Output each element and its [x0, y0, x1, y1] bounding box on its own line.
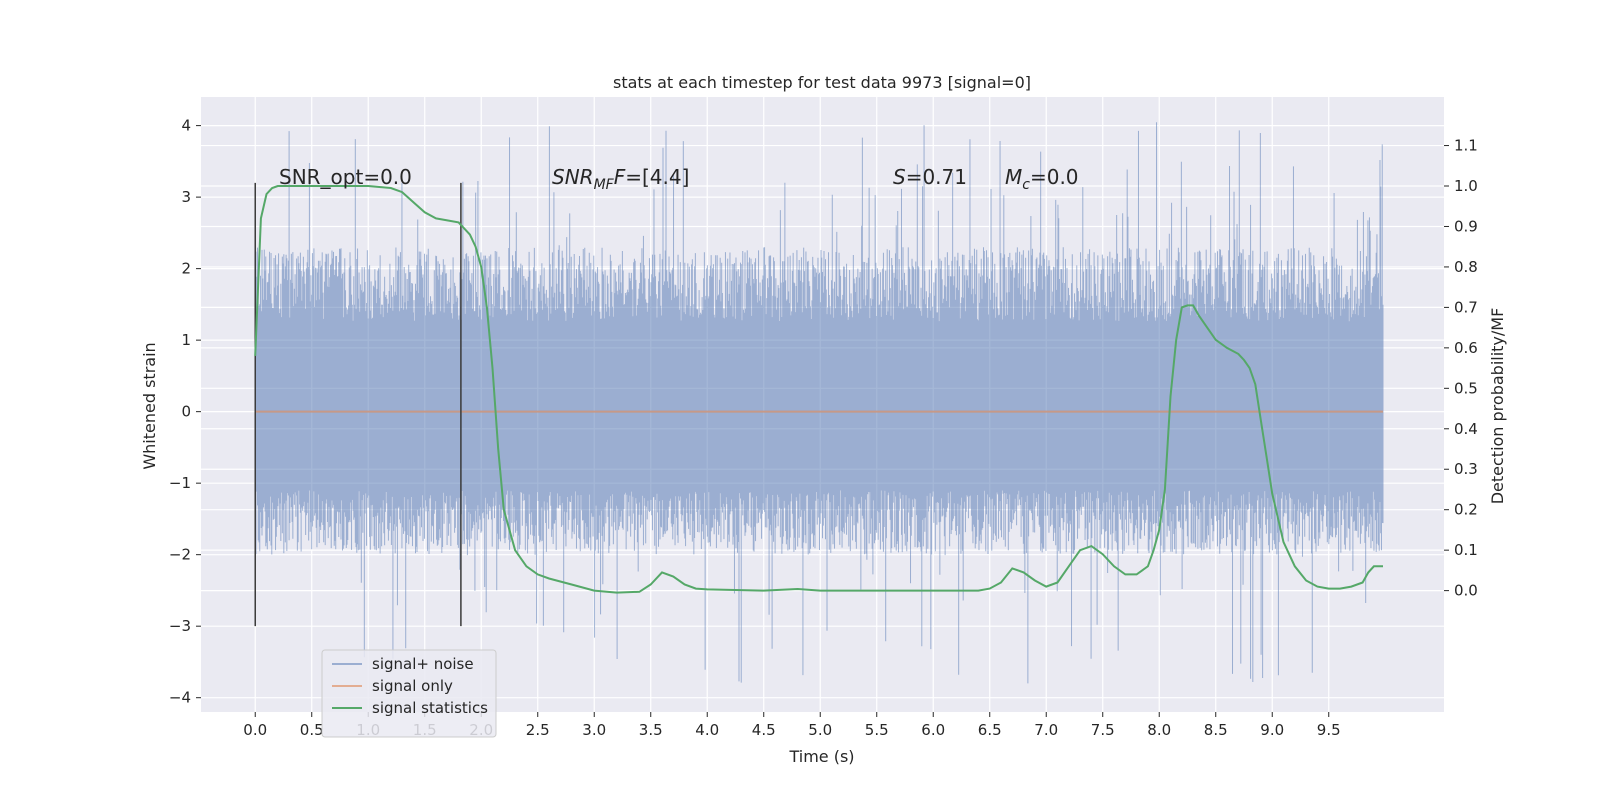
x-tick-label-0: 0.0 [243, 721, 267, 739]
y2-tick-label-0: 0.0 [1454, 582, 1478, 600]
y-tick-label-8: 4 [181, 117, 191, 135]
x-tick-label-10: 5.0 [808, 721, 832, 739]
x-tick-label-15: 7.5 [1091, 721, 1115, 739]
y-tick-label-3: −1 [169, 474, 191, 492]
legend-label-signal-noise: signal+ noise [372, 655, 474, 673]
y-tick-label-7: 3 [181, 188, 191, 206]
x-tick-label-18: 9.0 [1260, 721, 1284, 739]
y2-tick-label-8: 0.8 [1454, 258, 1478, 276]
annotation-snr-mf: SNRMFF=[4.4] [552, 165, 689, 193]
legend-label-signal-only: signal only [372, 677, 453, 695]
y-tick-label-6: 2 [181, 260, 191, 278]
annotation-s-prefix: S [893, 165, 906, 189]
legend: signal+ noise signal only signal statist… [321, 649, 497, 738]
chart-title: stats at each timestep for test data 997… [613, 73, 1031, 92]
vertical-markers [254, 182, 462, 627]
y2-tick-label-9: 0.9 [1454, 217, 1478, 235]
x-tick-label-19: 9.5 [1317, 721, 1341, 739]
x-tick-label-16: 8.0 [1147, 721, 1171, 739]
y2-tick-label-5: 0.5 [1454, 379, 1478, 397]
x-tick-label-8: 4.0 [695, 721, 719, 739]
annotation-snr-mf-sub: MF [594, 177, 615, 193]
x-tick-label-13: 6.5 [978, 721, 1002, 739]
x-tick-label-5: 2.5 [526, 721, 550, 739]
x-tick-label-12: 6.0 [921, 721, 945, 739]
y2-tick-label-6: 0.6 [1454, 339, 1478, 357]
y-tick-label-5: 1 [181, 331, 191, 349]
x-tick-label-6: 3.0 [582, 721, 606, 739]
legend-box [321, 649, 497, 738]
x-tick-label-17: 8.5 [1204, 721, 1228, 739]
y2-tick-label-7: 0.7 [1454, 298, 1478, 316]
annotation-s-suffix: =0.71 [906, 165, 967, 189]
annotation-mc-suffix: =0.0 [1030, 165, 1079, 189]
y2-tick-label-4: 0.4 [1454, 420, 1478, 438]
x-tick-label-14: 7.0 [1034, 721, 1058, 739]
y-tick-label-0: −4 [169, 689, 191, 707]
annotation-mc: Mc=0.0 [1005, 165, 1079, 193]
y-tick-label-2: −2 [169, 546, 191, 564]
annotation-snr-opt: SNR_opt=0.0 [279, 165, 412, 189]
y-tick-labels: −4 −3 −2 −1 0 1 2 3 4 [169, 117, 201, 707]
annotation-snr-mf-prefix: SNR [552, 165, 594, 189]
annotation-snr-mf-f: F [614, 165, 626, 189]
annotation-mc-prefix: M [1005, 165, 1022, 189]
annotation-snr-mf-suffix: =[4.4] [625, 165, 689, 189]
x-tick-label-9: 4.5 [752, 721, 776, 739]
signal-statistics-line [254, 185, 1383, 594]
y-tick-label-1: −3 [169, 617, 191, 635]
y2-tick-label-11: 1.1 [1454, 137, 1478, 155]
y2-tick-label-10: 1.0 [1454, 177, 1478, 195]
x-tick-label-7: 3.5 [639, 721, 663, 739]
annotation-s: S=0.71 [893, 165, 967, 189]
y2-tick-label-1: 0.1 [1454, 541, 1478, 559]
y2-tick-label-2: 0.2 [1454, 501, 1478, 519]
x-axis-title: Time (s) [788, 747, 854, 766]
annotation-mc-sub: c [1022, 177, 1030, 193]
legend-label-signal-statistics: signal statistics [372, 699, 488, 717]
y2-tick-labels: 0.0 0.1 0.2 0.3 0.4 0.5 0.6 0.7 0.8 0.9 1.0 1.1 [1444, 137, 1478, 600]
x-tick-label-1: 0.5 [300, 721, 324, 739]
y-axis-title: Whitened strain [140, 342, 159, 469]
y2-tick-label-3: 0.3 [1454, 460, 1478, 478]
y-tick-label-4: 0 [181, 403, 191, 421]
x-tick-label-11: 5.5 [865, 721, 889, 739]
y2-axis-title: Detection probability/MF [1488, 308, 1507, 505]
